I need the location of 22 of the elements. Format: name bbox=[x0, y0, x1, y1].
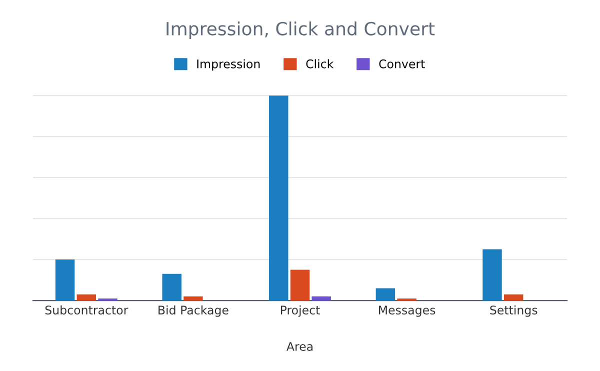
bar bbox=[76, 294, 96, 301]
bar bbox=[312, 296, 331, 301]
legend-label: Convert bbox=[379, 59, 425, 68]
bar bbox=[376, 288, 396, 301]
bar bbox=[397, 298, 416, 301]
x-tick-label: Project bbox=[280, 305, 320, 317]
bar bbox=[55, 260, 75, 301]
chart-title: Impression, Click and Convert bbox=[166, 22, 435, 39]
bar bbox=[290, 270, 310, 301]
bar bbox=[482, 249, 502, 301]
x-tick-label: Settings bbox=[490, 305, 538, 317]
legend-label: Impression bbox=[197, 59, 260, 71]
x-tick-label: Subcontractor bbox=[45, 305, 128, 315]
bar bbox=[269, 96, 288, 301]
x-axis-title: Area bbox=[286, 342, 313, 351]
x-tick-label: Messages bbox=[379, 306, 436, 317]
legend-label: Click bbox=[306, 59, 334, 68]
bar bbox=[98, 298, 118, 301]
bar bbox=[504, 294, 524, 301]
bar bbox=[162, 274, 182, 301]
bar bbox=[184, 296, 203, 301]
x-tick-label: Bid Package bbox=[158, 305, 228, 317]
